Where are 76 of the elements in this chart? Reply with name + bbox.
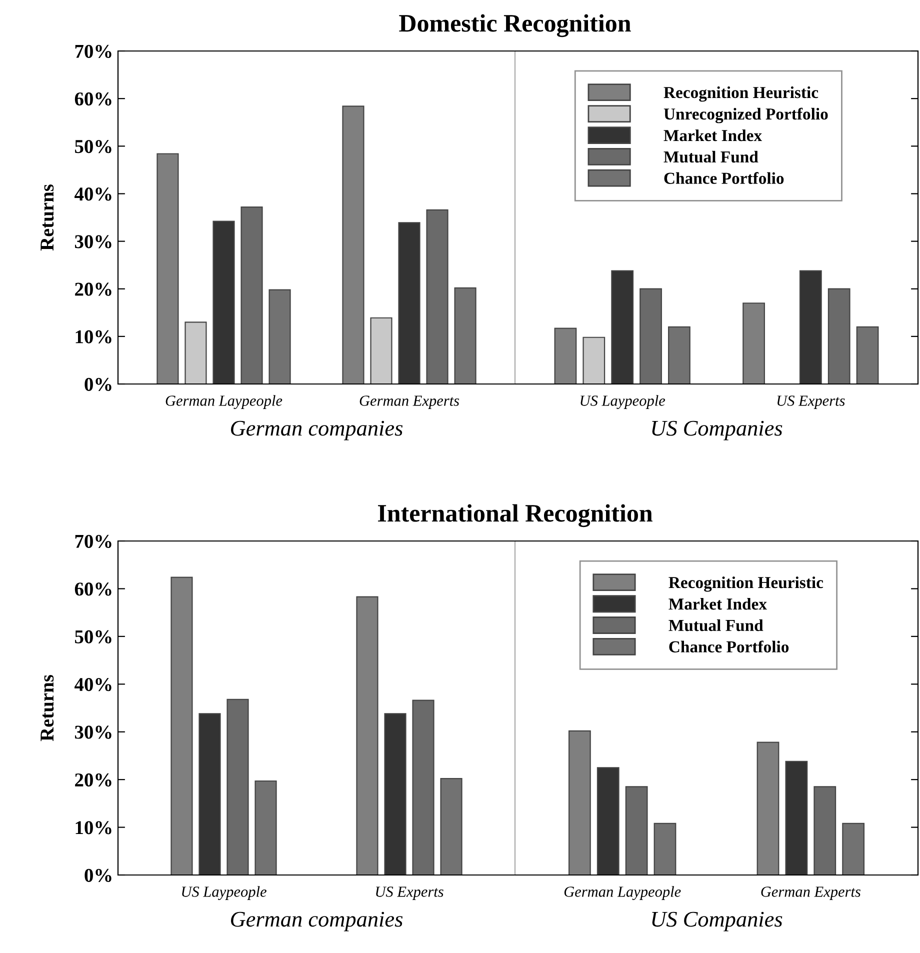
bar [426,209,448,384]
bar [799,270,822,384]
bar [198,713,221,875]
bar [654,822,676,875]
x-tick-label: German Laypeople [564,886,681,900]
bar [668,326,690,384]
x-tick-label: US Laypeople [580,395,666,410]
bar [440,778,462,875]
x-axis-title: US Companies [652,420,782,440]
y-tick-label: 30% [74,235,112,248]
y-tick-label: 10% [76,821,112,834]
legend-label: Chance Portfolio [664,172,784,184]
bar [640,288,662,384]
x-axis-title: German companies [231,420,403,440]
x-tick-label: German Laypeople [166,395,282,410]
bar [742,302,765,384]
y-axis-title: Returns [40,674,54,742]
y-tick-label: 50% [75,630,112,644]
x-tick-label: US Laypeople [182,886,266,900]
bar [568,730,591,875]
y-tick-label: 0% [84,868,112,882]
legend-label: Market Index [664,129,762,142]
bar [212,220,235,384]
chart-title: Domestic Recognition [399,14,631,38]
bar [611,270,634,384]
legend-label: Mutual Fund [664,150,758,163]
y-tick-label: 70% [75,534,112,548]
bar [582,336,606,384]
y-axis-title: Returns [40,184,54,251]
bar [184,322,207,384]
x-tick-label: US Experts [376,886,444,900]
y-tick-label: 20% [75,282,112,296]
bar [842,822,865,875]
bar [254,780,277,875]
y-tick-label: 60% [74,582,112,596]
y-tick-label: 20% [75,773,112,787]
bar [756,742,780,875]
bar [412,700,434,875]
bar [454,287,476,384]
bar [370,317,392,384]
y-tick-label: 40% [74,188,112,201]
y-tick-label: 0% [84,378,112,391]
legend-label: Recognition Heuristic [664,86,818,102]
bar [384,713,406,875]
chart-title: International Recognition [378,504,652,528]
legend-label: Unrecognized Portfolio [664,108,828,124]
bar [398,222,420,384]
bar [625,786,648,875]
bar [596,767,620,875]
bar [268,289,291,384]
legend-label: Chance Portfolio [669,640,789,652]
x-tick-label: US Experts [777,396,845,409]
y-tick-label: 10% [76,330,112,344]
legend-label: Recognition Heuristic [668,576,824,592]
bar [856,326,879,384]
y-tick-label: 30% [74,726,112,739]
x-tick-label: German Experts [360,396,460,409]
bar [156,153,179,384]
y-tick-label: 40% [74,678,112,692]
x-axis-title: US Companies [652,912,782,932]
x-tick-label: German Experts [761,886,860,900]
bar [342,106,364,384]
bar [785,760,808,875]
bar [240,206,263,384]
legend-label: Market Index [668,598,767,610]
bar [226,698,249,875]
legend-label: Mutual Fund [668,619,764,632]
y-tick-label: 60% [74,92,112,106]
bar [554,328,577,384]
y-tick-label: 70% [75,44,112,58]
bar [170,576,193,875]
bar [828,288,850,384]
bar [814,786,836,875]
x-axis-title: German companies [231,912,403,932]
y-tick-label: 50% [75,140,112,154]
bar [356,596,378,875]
